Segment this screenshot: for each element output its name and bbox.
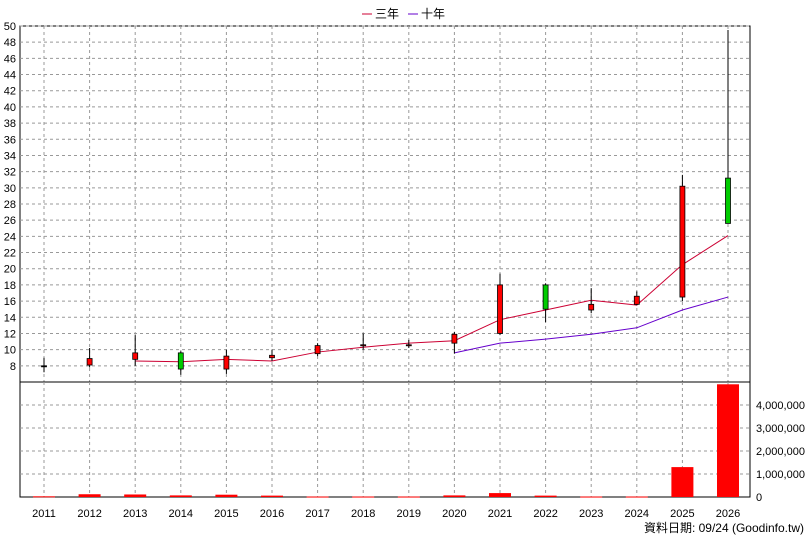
ma-line-十年 [454, 296, 729, 354]
price-tick-label: 20 [4, 264, 16, 276]
x-tick-label: 2011 [32, 508, 56, 520]
ma-line-三年 [135, 235, 729, 363]
candle-body [177, 352, 184, 370]
price-tick-label: 12 [4, 328, 16, 340]
legend-label-10yr: 十年 [421, 7, 445, 21]
legend-label-3yr: 三年 [375, 7, 399, 21]
candle-body [451, 333, 458, 344]
volume-bar [33, 496, 55, 498]
volume-y-axis: 0 1,000,000 2,000,000 3,000,000 4,000,000 [756, 400, 805, 504]
price-tick-label: 38 [4, 118, 16, 130]
x-tick-label: 2023 [579, 508, 603, 520]
x-tick-label: 2021 [488, 508, 512, 520]
volume-bar [306, 496, 329, 498]
price-tick-label: 18 [4, 280, 16, 292]
volume-tick-label: 2,000,000 [756, 446, 805, 458]
x-axis: 2011 2012 2013 2014 2015 2016 2017 2018 2019 2020… [32, 508, 740, 520]
candle-body [132, 352, 139, 360]
volume-bar [489, 493, 511, 497]
candle-body [360, 344, 367, 347]
price-tick-label: 24 [4, 231, 16, 243]
volume-bars [33, 384, 739, 498]
volume-bar [124, 494, 147, 497]
volume-bar [534, 495, 557, 497]
price-tick-label: 32 [4, 167, 16, 179]
x-tick-label: 2025 [670, 508, 694, 520]
volume-gridlines [20, 382, 750, 497]
volume-tick-label: 1,000,000 [756, 469, 805, 481]
volume-tick-label: 3,000,000 [756, 423, 805, 435]
candle-body [679, 185, 686, 298]
volume-bar [671, 467, 694, 497]
price-tick-label: 44 [4, 70, 16, 82]
price-tick-label: 48 [4, 37, 16, 49]
x-tick-label: 2014 [169, 508, 193, 520]
volume-tick-label: 4,000,000 [756, 400, 805, 412]
price-tick-label: 40 [4, 102, 16, 114]
volume-bar [352, 496, 375, 498]
candle-body [405, 344, 412, 347]
volume-bar [397, 496, 420, 498]
volume-bar [78, 494, 101, 497]
price-tick-label: 36 [4, 134, 16, 146]
candle-body [269, 354, 275, 359]
price-tick-label: 30 [4, 183, 16, 195]
volume-tick-label: 0 [756, 492, 762, 504]
volume-plot-area [19, 381, 751, 498]
price-tick-label: 14 [4, 312, 16, 324]
price-tick-label: 22 [4, 248, 16, 260]
price-tick-label: 10 [4, 345, 16, 357]
volume-bar [717, 384, 739, 497]
candle-body [588, 303, 595, 311]
volume-panel: 0 1,000,000 2,000,000 3,000,000 4,000,000 [19, 381, 805, 504]
price-panel: 8 10 12 14 16 18 20 22 24 26 28 30 32 34 36 38 40 42 44 46 4… [4, 21, 751, 383]
price-tick-label: 16 [4, 296, 16, 308]
candle-body [725, 177, 731, 224]
price-y-axis: 8 10 12 14 16 18 20 22 24 26 28 30 32 34 36 38 40 42 44 46 4… [4, 21, 16, 373]
x-tick-label: 2017 [305, 508, 329, 520]
volume-bar [443, 495, 466, 497]
candle-body [86, 358, 93, 366]
x-tick-label: 2020 [442, 508, 466, 520]
volume-bar [261, 495, 283, 497]
candle-body [41, 365, 47, 368]
x-tick-label: 2024 [625, 508, 649, 520]
candle-body [314, 345, 321, 355]
price-tick-label: 28 [4, 199, 16, 211]
moving-average-lines [135, 235, 729, 363]
price-tick-label: 26 [4, 215, 16, 227]
x-tick-label: 2018 [351, 508, 375, 520]
price-tick-label: 46 [4, 53, 16, 65]
price-tick-label: 50 [4, 21, 16, 33]
legend: 三年 十年 [362, 7, 445, 21]
data-date-footer: 資料日期: 09/24 (Goodinfo.tw) [644, 521, 804, 535]
price-tick-label: 8 [10, 361, 16, 373]
candle-body [223, 355, 230, 370]
volume-bar [169, 495, 192, 497]
x-tick-label: 2016 [260, 508, 284, 520]
volume-bar [580, 496, 603, 498]
candle-body [542, 284, 549, 310]
price-tick-label: 34 [4, 150, 16, 162]
candlesticks [41, 30, 731, 375]
x-tick-label: 2022 [533, 508, 557, 520]
x-tick-label: 2012 [77, 508, 101, 520]
candle-body [497, 284, 503, 334]
volume-bar [625, 496, 648, 498]
x-tick-label: 2019 [397, 508, 421, 520]
price-tick-label: 42 [4, 86, 16, 98]
candle-body [633, 295, 640, 305]
x-tick-label: 2026 [716, 508, 740, 520]
x-tick-label: 2013 [123, 508, 147, 520]
x-tick-label: 2015 [214, 508, 238, 520]
volume-bar [215, 494, 238, 497]
